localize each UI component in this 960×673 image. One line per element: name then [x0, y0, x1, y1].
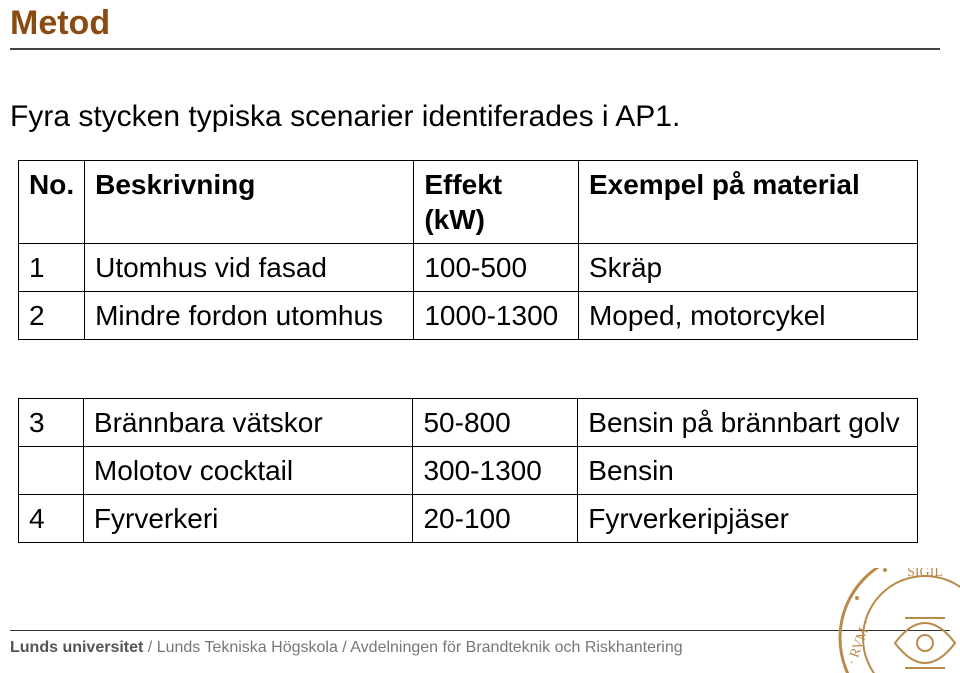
table-2: 3 Brännbara vätskor 50-800 Bensin på brä…: [18, 398, 918, 543]
table-row: 2 Mindre fordon utomhus 1000-1300 Moped,…: [19, 292, 918, 340]
table-row: No. Beskrivning Effekt (kW) Exempel på m…: [19, 161, 918, 244]
th-effekt: Effekt (kW): [414, 161, 579, 244]
cell-ex: Bensin på brännbart golv: [578, 399, 918, 447]
cell-ex: Moped, motorcykel: [578, 292, 917, 340]
cell-ex: Fyrverkeripjäser: [578, 495, 918, 543]
cell-besk: Molotov cocktail: [83, 447, 413, 495]
th-exempel: Exempel på material: [578, 161, 917, 244]
cell-eff: 100-500: [414, 244, 579, 292]
cell-ex: Skräp: [578, 244, 917, 292]
table-row: Molotov cocktail 300-1300 Bensin: [19, 447, 918, 495]
cell-ex: Bensin: [578, 447, 918, 495]
cell-no: 2: [19, 292, 85, 340]
footer-text: Lunds universitet / Lunds Tekniska Högsk…: [10, 639, 683, 657]
table-row: 1 Utomhus vid fasad 100-500 Skräp: [19, 244, 918, 292]
cell-no: [19, 447, 84, 495]
cell-eff: 20-100: [413, 495, 578, 543]
cell-no: 4: [19, 495, 84, 543]
cell-besk: Brännbara vätskor: [83, 399, 413, 447]
cell-eff: 50-800: [413, 399, 578, 447]
table-1: No. Beskrivning Effekt (kW) Exempel på m…: [18, 160, 918, 340]
intro-text: Fyra stycken typiska scenarier identifer…: [10, 100, 680, 134]
cell-besk: Utomhus vid fasad: [85, 244, 414, 292]
cell-besk: Mindre fordon utomhus: [85, 292, 414, 340]
page-title: Metod: [10, 4, 110, 43]
cell-no: 1: [19, 244, 85, 292]
cell-besk: Fyrverkeri: [83, 495, 413, 543]
cell-eff: 1000-1300: [414, 292, 579, 340]
footer-rest: / Lunds Tekniska Högskola / Avdelningen …: [143, 639, 682, 656]
footer-bold: Lunds universitet: [10, 639, 143, 656]
cell-eff: 300-1300: [413, 447, 578, 495]
seal-icon: SIGIL · RVM ·: [830, 568, 960, 673]
th-no: No.: [19, 161, 85, 244]
th-beskrivning: Beskrivning: [85, 161, 414, 244]
footer-rule: [10, 630, 950, 631]
svg-text:· RVM ·: · RVM ·: [845, 618, 875, 667]
table-row: 3 Brännbara vätskor 50-800 Bensin på brä…: [19, 399, 918, 447]
table-row: 4 Fyrverkeri 20-100 Fyrverkeripjäser: [19, 495, 918, 543]
title-rule: [10, 48, 940, 50]
cell-no: 3: [19, 399, 84, 447]
svg-text:SIGIL: SIGIL: [907, 568, 943, 580]
